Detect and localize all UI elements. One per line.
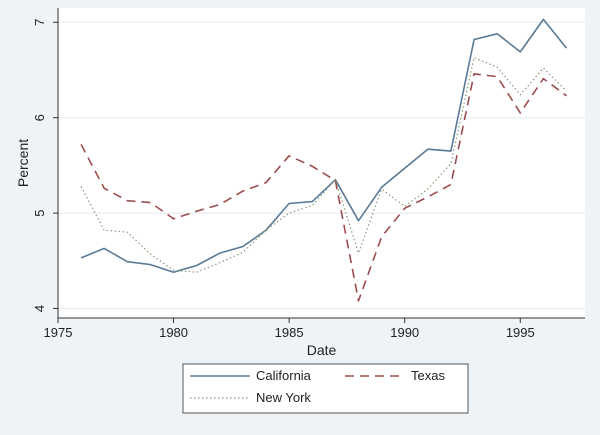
series-layer	[80, 18, 568, 302]
y-tick-label: 6	[32, 114, 47, 121]
series-line-california	[80, 18, 568, 274]
legend-box	[182, 363, 469, 414]
x-tick-label: 1995	[506, 325, 535, 340]
legend-label-california: California	[256, 368, 312, 383]
x-tick-label: 1985	[275, 325, 304, 340]
axes: 4 5 6 7 1975 1980 1985 1990 1995	[32, 8, 585, 340]
plot-area	[58, 8, 585, 318]
y-tick-label: 4	[32, 305, 47, 312]
y-tick-label: 5	[32, 209, 47, 216]
x-tick-label: 1990	[390, 325, 419, 340]
x-tick-label: 1975	[44, 325, 73, 340]
y-axis-title: Percent	[15, 139, 31, 187]
gridlines	[58, 21, 585, 309]
x-tick-label: 1980	[159, 325, 188, 340]
y-tick-label: 7	[32, 19, 47, 26]
series-line-new-york	[80, 56, 567, 273]
legend: California Texas New York	[182, 363, 469, 414]
series-line-texas	[80, 73, 567, 302]
x-axis-title: Date	[307, 342, 337, 358]
legend-label-texas: Texas	[411, 368, 445, 383]
legend-label-new-york: New York	[256, 390, 311, 405]
